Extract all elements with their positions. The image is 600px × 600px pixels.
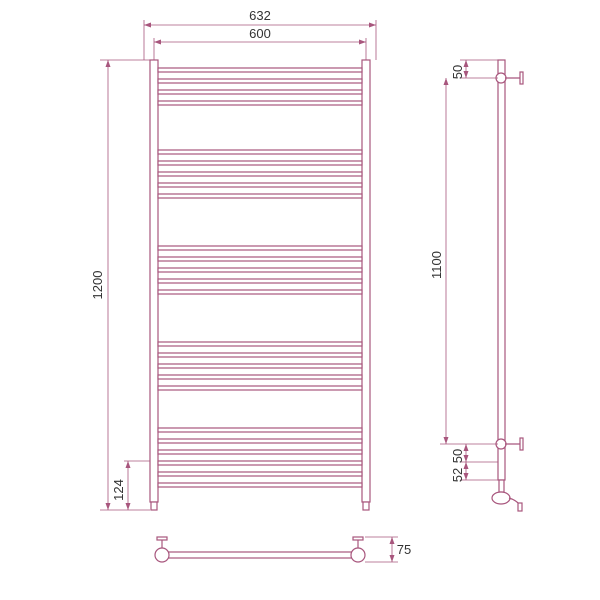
dim-height-text: 1200	[90, 271, 105, 300]
front-view	[150, 60, 370, 510]
dim-overall-width-text: 632	[249, 8, 271, 23]
bar-group-4	[158, 342, 362, 390]
dim-inner-width: 600	[154, 26, 366, 60]
dim-inner-width-text: 600	[249, 26, 271, 41]
dim-top-margin: 50	[450, 60, 498, 79]
dim-bottom-gap-text: 50	[450, 449, 465, 463]
technical-drawing: 632 600 1200 124	[0, 0, 600, 600]
bar-group-2	[158, 150, 362, 198]
dim-side-height: 1100	[429, 78, 498, 444]
bar-group-1	[158, 68, 362, 105]
side-view	[492, 60, 523, 511]
dim-height: 1200	[90, 60, 150, 510]
dim-bottom-offset: 124	[111, 461, 150, 510]
dim-bottom-offset-text: 124	[111, 479, 126, 501]
dim-top-margin-text: 50	[450, 65, 465, 79]
bar-group-5	[158, 428, 362, 487]
dim-bottom-gap: 50	[450, 444, 498, 463]
dim-connector-text: 52	[450, 468, 465, 482]
dim-connector: 52	[450, 462, 498, 482]
dim-depth: 75	[365, 537, 411, 562]
top-view	[155, 537, 365, 562]
dim-side-height-text: 1100	[429, 251, 444, 279]
bar-group-3	[158, 246, 362, 294]
dim-depth-text: 75	[397, 542, 411, 557]
